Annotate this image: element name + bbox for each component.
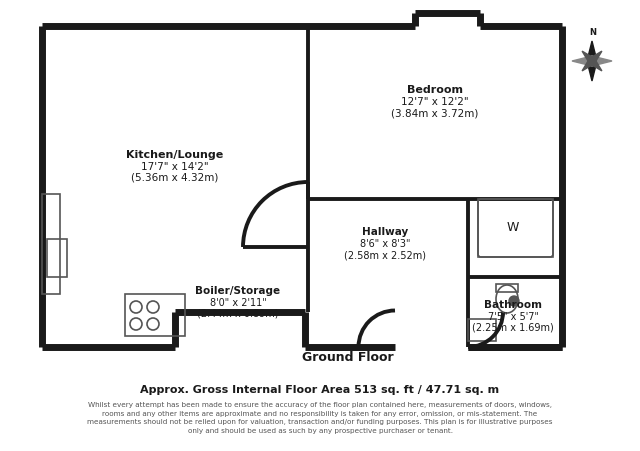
Text: 12'7" x 12'2": 12'7" x 12'2" [401, 97, 469, 107]
Bar [468, 319, 496, 341]
Text: Bathroom: Bathroom [484, 299, 542, 309]
Text: W: W [507, 221, 519, 234]
Text: Whilst every attempt has been made to ensure the accuracy of the floor plan cont: Whilst every attempt has been made to en… [87, 401, 553, 433]
Polygon shape [582, 52, 595, 64]
Text: (5.36m x 4.32m): (5.36m x 4.32m) [131, 173, 219, 183]
Bar [47, 239, 67, 277]
Polygon shape [587, 42, 597, 62]
Text: (3.84m x 3.72m): (3.84m x 3.72m) [391, 108, 479, 118]
Circle shape [509, 296, 519, 306]
Text: Kitchen/Lounge: Kitchen/Lounge [126, 150, 223, 160]
Text: Boiler/Storage: Boiler/Storage [195, 285, 280, 295]
Text: 17'7" x 14'2": 17'7" x 14'2" [141, 161, 209, 172]
Polygon shape [582, 60, 595, 72]
Text: Hallway: Hallway [362, 226, 408, 236]
Bar [42, 194, 60, 295]
Text: Bedroom: Bedroom [407, 85, 463, 95]
Bar [496, 285, 518, 292]
Text: Ground Floor: Ground Floor [302, 351, 394, 364]
Text: N: N [589, 28, 596, 37]
Polygon shape [587, 62, 597, 82]
Bar [478, 199, 553, 258]
Polygon shape [589, 52, 602, 64]
Text: 8'0" x 2'11": 8'0" x 2'11" [210, 297, 266, 307]
Polygon shape [572, 57, 592, 67]
Text: (2.58m x 2.52m): (2.58m x 2.52m) [344, 249, 426, 259]
Text: 8'6" x 8'3": 8'6" x 8'3" [360, 239, 410, 249]
Text: Approx. Gross Internal Floor Area 513 sq. ft / 47.71 sq. m: Approx. Gross Internal Floor Area 513 sq… [140, 384, 500, 394]
Polygon shape [589, 60, 602, 72]
Text: (2.44m x 0.89m): (2.44m x 0.89m) [197, 308, 279, 318]
Text: 7'5" x 5'7": 7'5" x 5'7" [488, 311, 538, 321]
Text: (2.25m x 1.69m): (2.25m x 1.69m) [472, 322, 554, 332]
Polygon shape [592, 57, 612, 67]
Bar [125, 295, 185, 336]
